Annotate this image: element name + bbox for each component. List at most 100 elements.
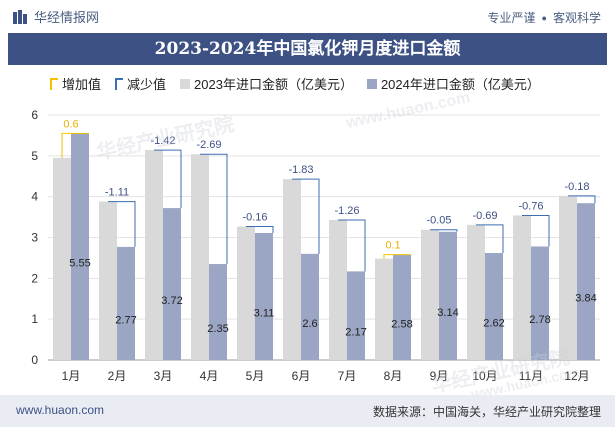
x-tick-label: 12月 bbox=[564, 369, 589, 383]
value-label-2024: 2.58 bbox=[391, 318, 412, 330]
y-tick-label: 1 bbox=[31, 312, 38, 326]
bar-2024 bbox=[71, 133, 89, 360]
value-label-2024: 2.6 bbox=[302, 318, 317, 330]
x-tick-label: 9月 bbox=[430, 369, 449, 383]
title-bar: 2023-2024年中国氯化钾月度进口金额 bbox=[8, 33, 607, 65]
change-bracket bbox=[108, 201, 136, 247]
y-tick-label: 2 bbox=[31, 271, 38, 285]
value-label-2024: 3.84 bbox=[575, 293, 596, 305]
legend-increase-label: 增加值 bbox=[62, 77, 102, 92]
bar-2024 bbox=[117, 246, 135, 360]
value-label-2024: 2.62 bbox=[483, 318, 504, 330]
brand-name: 华经情报网 bbox=[34, 10, 100, 25]
value-label-2024: 3.11 bbox=[254, 308, 275, 320]
x-tick-label: 6月 bbox=[292, 369, 311, 383]
slogan-left: 专业严谨 bbox=[487, 11, 536, 25]
change-bracket bbox=[383, 254, 411, 259]
decrease-swatch bbox=[115, 77, 124, 90]
y-tick-label: 5 bbox=[31, 149, 38, 163]
bar-2023 bbox=[513, 215, 531, 360]
change-label: -0.18 bbox=[564, 181, 589, 193]
value-label-2024: 3.72 bbox=[161, 295, 182, 307]
x-tick-label: 10月 bbox=[472, 369, 497, 383]
change-label: -1.42 bbox=[150, 135, 175, 147]
bar-2024 bbox=[577, 203, 595, 360]
bar-2024 bbox=[485, 253, 503, 360]
x-tick-label: 7月 bbox=[338, 369, 357, 383]
bar-2024 bbox=[439, 231, 457, 360]
change-bracket bbox=[430, 229, 458, 232]
bar-2024 bbox=[301, 253, 319, 360]
bar-2023 bbox=[559, 195, 577, 360]
change-bracket bbox=[61, 132, 89, 158]
change-bracket bbox=[338, 219, 366, 272]
change-label: -2.69 bbox=[196, 139, 221, 151]
value-label-2024: 2.77 bbox=[115, 314, 136, 326]
legend-increase: 增加值 bbox=[50, 74, 101, 93]
bar-2023 bbox=[375, 258, 393, 360]
bar-2023 bbox=[329, 219, 347, 360]
change-label: -0.05 bbox=[426, 215, 451, 227]
footer-source: 数据来源：中国海关，华经产业研究院整理 bbox=[372, 405, 601, 419]
x-tick-label: 4月 bbox=[200, 369, 219, 383]
brand[interactable]: 华经情报网 bbox=[12, 7, 99, 26]
value-label-2024: 3.14 bbox=[437, 307, 458, 319]
bar-2024 bbox=[531, 246, 549, 360]
swatch-2024 bbox=[366, 78, 377, 89]
legend-decrease: 减少值 bbox=[115, 74, 166, 93]
change-bracket bbox=[154, 149, 182, 209]
legend: 增加值 减少值 2023年进口金额（亿美元） 2024年进口金额（亿美元） bbox=[50, 74, 540, 93]
legend-2024: 2024年进口金额（亿美元） bbox=[366, 74, 540, 93]
bar-2024 bbox=[209, 264, 227, 360]
x-tick-label: 3月 bbox=[154, 369, 173, 383]
legend-2024-label: 2024年进口金额（亿美元） bbox=[380, 77, 540, 92]
change-label: -0.16 bbox=[242, 211, 267, 223]
swatch-2023 bbox=[180, 78, 191, 89]
footer: www.huaon.com 数据来源：中国海关，华经产业研究院整理 bbox=[0, 395, 615, 427]
legend-decrease-label: 减少值 bbox=[127, 77, 167, 92]
change-label: -1.11 bbox=[105, 187, 129, 199]
bar-2023 bbox=[145, 150, 163, 360]
value-label-2024: 2.17 bbox=[345, 327, 366, 339]
bar-2023 bbox=[99, 201, 117, 360]
change-bracket bbox=[568, 195, 596, 204]
x-tick-label: 5月 bbox=[246, 369, 265, 383]
change-label: -0.76 bbox=[518, 200, 543, 212]
increase-swatch bbox=[50, 77, 58, 90]
change-bracket bbox=[292, 178, 320, 254]
change-bracket bbox=[522, 214, 550, 247]
change-label: -1.83 bbox=[288, 164, 313, 176]
y-tick-label: 6 bbox=[31, 108, 38, 122]
change-label: 0.1 bbox=[385, 240, 400, 252]
bar-2023 bbox=[237, 226, 255, 360]
change-bracket bbox=[246, 225, 274, 234]
value-label-2024: 2.78 bbox=[529, 314, 550, 326]
bar-2023 bbox=[191, 154, 209, 360]
y-tick-label: 3 bbox=[31, 231, 38, 245]
y-tick-label: 0 bbox=[31, 353, 38, 367]
legend-2023: 2023年进口金额（亿美元） bbox=[180, 74, 353, 93]
bar-2024 bbox=[347, 271, 365, 360]
change-label: -1.26 bbox=[334, 205, 359, 217]
slogan-right: 客观科学 bbox=[552, 11, 601, 25]
x-tick-label: 2月 bbox=[108, 369, 127, 383]
chart-title: 2023-2024年中国氯化钾月度进口金额 bbox=[154, 39, 461, 59]
x-tick-label: 11月 bbox=[519, 369, 543, 383]
change-label: -0.69 bbox=[472, 210, 497, 222]
y-tick-label: 4 bbox=[31, 190, 38, 204]
bar-2023 bbox=[421, 229, 439, 360]
bar-2023 bbox=[283, 179, 301, 360]
footer-site-link[interactable]: www.huaon.com bbox=[16, 403, 105, 417]
x-tick-label: 1月 bbox=[62, 369, 81, 383]
bar-chart: 0 1 2 3 4 5 6 0.6 5.55 1月 -1.11 2.77 2月 -1.42 3.72 3月 -2… bbox=[31, 108, 600, 383]
x-tick-label: 8月 bbox=[384, 369, 403, 383]
brand-logo-icon bbox=[13, 9, 27, 24]
legend-2023-label: 2023年进口金额（亿美元） bbox=[194, 77, 353, 92]
slogan-dot: ● bbox=[541, 12, 547, 23]
top-bar: 华经情报网 专业严谨 ● 客观科学 bbox=[0, 0, 615, 32]
value-label-2024: 2.35 bbox=[207, 323, 228, 335]
change-bracket bbox=[476, 224, 504, 254]
bar-2024 bbox=[163, 208, 181, 360]
bar-2023 bbox=[467, 224, 485, 360]
bar-2024 bbox=[255, 233, 273, 360]
